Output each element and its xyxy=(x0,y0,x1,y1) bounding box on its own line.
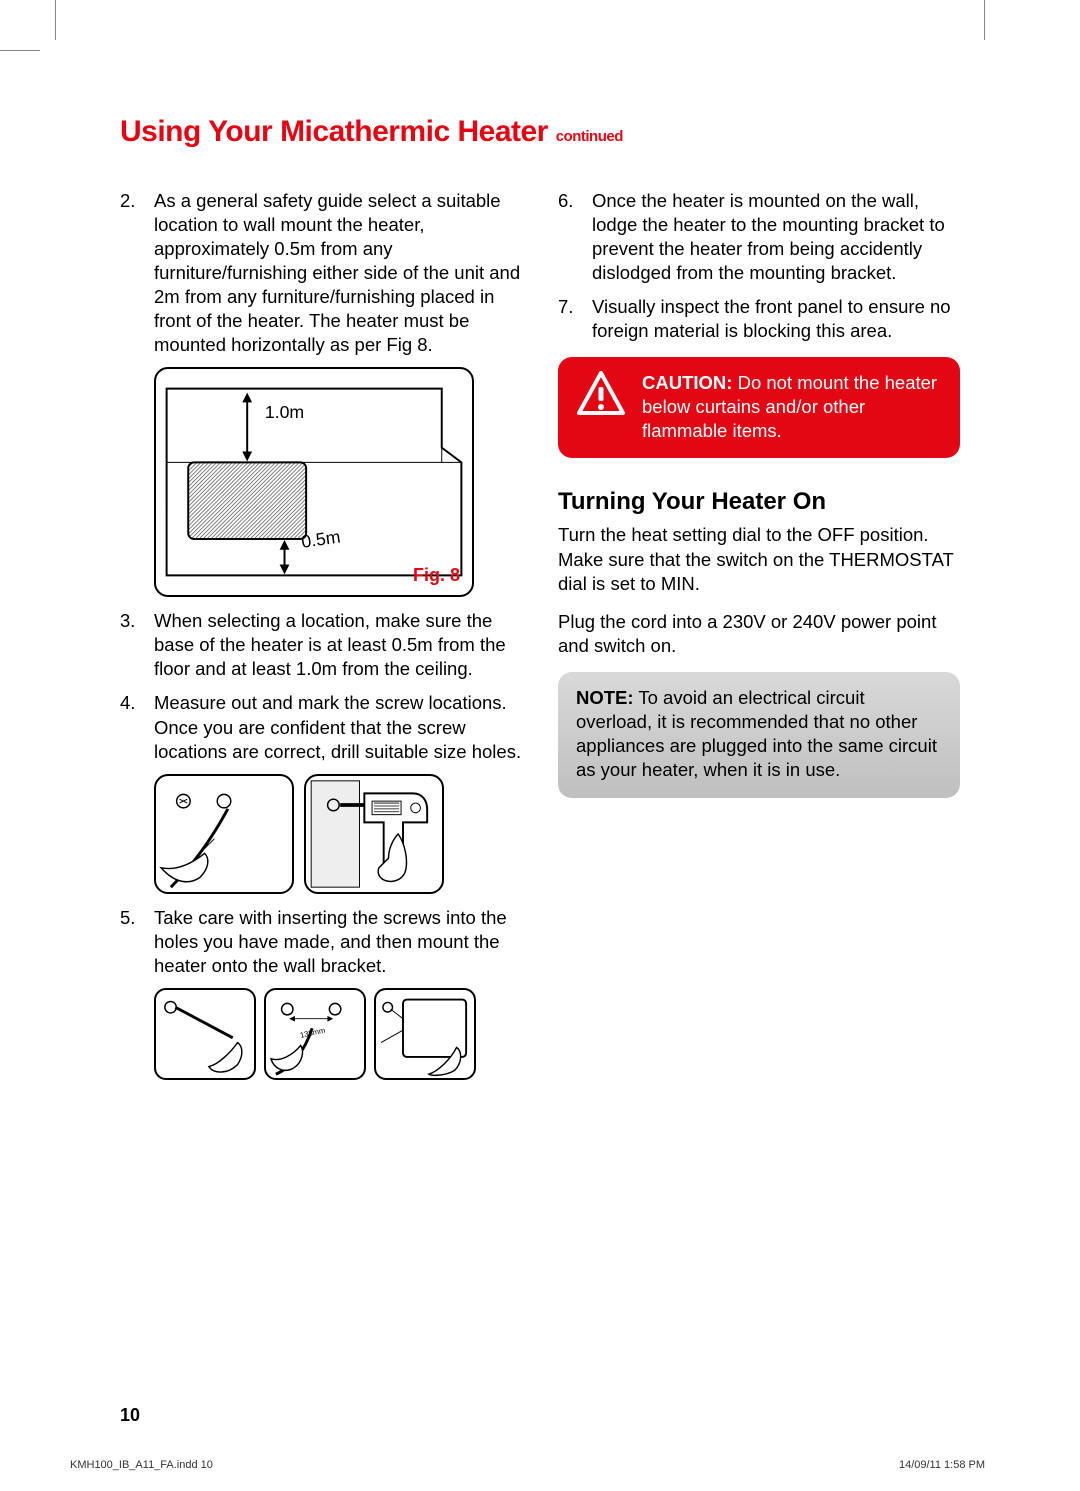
title-main: Using Your Micathermic Heater xyxy=(120,115,548,148)
turning-on-heading: Turning Your Heater On xyxy=(558,486,960,517)
step-text: Measure out and mark the screw locations… xyxy=(154,691,522,763)
left-column: 2. As a general safety guide select a su… xyxy=(120,189,522,1092)
caution-box: CAUTION: Do not mount the heater below c… xyxy=(558,357,960,458)
page-title: Using Your Micathermic Heater continued xyxy=(120,115,960,149)
page-content: Using Your Micathermic Heater continued … xyxy=(120,115,960,1092)
note-bold: NOTE: xyxy=(576,687,634,708)
step-text: As a general safety guide select a suita… xyxy=(154,189,522,357)
drill-figures xyxy=(154,774,522,894)
footer-timestamp: 14/09/11 1:58 PM xyxy=(899,1459,985,1471)
turn-on-para-2: Plug the cord into a 230V or 240V power … xyxy=(558,610,960,658)
step-7: 7. Visually inspect the front panel to e… xyxy=(558,295,960,343)
warning-triangle-icon xyxy=(576,371,626,417)
step-text: Take care with inserting the screws into… xyxy=(154,906,522,978)
right-column: 6. Once the heater is mounted on the wal… xyxy=(558,189,960,1092)
fig8-top-label: 1.0m xyxy=(265,402,304,422)
step-text: Visually inspect the front panel to ensu… xyxy=(592,295,960,343)
step-number: 6. xyxy=(558,189,592,285)
step-number: 5. xyxy=(120,906,154,978)
step-6: 6. Once the heater is mounted on the wal… xyxy=(558,189,960,285)
step-number: 2. xyxy=(120,189,154,357)
page-number: 10 xyxy=(120,1405,140,1426)
drill-hole-figure xyxy=(304,774,444,894)
svg-text:138mm: 138mm xyxy=(299,1025,326,1039)
figure-8: 1.0m 0.5m Fig. 8 xyxy=(154,367,474,597)
note-box: NOTE: To avoid an electrical circuit ove… xyxy=(558,672,960,798)
insert-screw-figure xyxy=(154,988,256,1080)
step-2: 2. As a general safety guide select a su… xyxy=(120,189,522,357)
step-text: Once the heater is mounted on the wall, … xyxy=(592,189,960,285)
title-continued: continued xyxy=(556,128,623,145)
bracket-spacing-figure: 138mm xyxy=(264,988,366,1080)
step-4: 4. Measure out and mark the screw locati… xyxy=(120,691,522,763)
mount-heater-figure xyxy=(374,988,476,1080)
caution-bold: CAUTION: xyxy=(642,372,732,393)
step-number: 7. xyxy=(558,295,592,343)
step-3: 3. When selecting a location, make sure … xyxy=(120,609,522,681)
fig8-bottom-label: 0.5m xyxy=(300,527,342,552)
mount-figures: 138mm xyxy=(154,988,522,1080)
step-5: 5. Take care with inserting the screws i… xyxy=(120,906,522,978)
step-number: 3. xyxy=(120,609,154,681)
step-number: 4. xyxy=(120,691,154,763)
two-column-layout: 2. As a general safety guide select a su… xyxy=(120,189,960,1092)
caution-text: CAUTION: Do not mount the heater below c… xyxy=(642,371,942,442)
footer-filename: KMH100_IB_A11_FA.indd 10 xyxy=(70,1459,213,1471)
crop-marks xyxy=(0,0,1080,60)
turn-on-para-1: Turn the heat setting dial to the OFF po… xyxy=(558,523,960,595)
step-text: When selecting a location, make sure the… xyxy=(154,609,522,681)
mark-screw-figure xyxy=(154,774,294,894)
fig-8-caption: Fig. 8 xyxy=(413,564,460,587)
